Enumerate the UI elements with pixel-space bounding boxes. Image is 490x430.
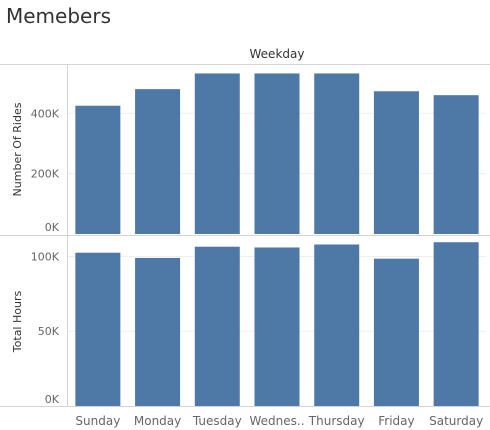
- bar-hours-sunday: [75, 252, 121, 406]
- bar-rides-tuesday: [194, 73, 240, 234]
- bar-hours-friday: [373, 258, 419, 406]
- bar-hours-saturday: [433, 242, 479, 406]
- y-axis-title: Total Hours: [11, 291, 24, 354]
- y-tick-label: 200K: [31, 168, 60, 181]
- x-tick-label: Friday: [378, 414, 414, 428]
- y-tick-label: 0K: [45, 393, 60, 406]
- dashboard-title: Memebers: [6, 4, 111, 28]
- x-tick-label: Tuesday: [192, 414, 242, 428]
- x-tick-label: Wednes..: [249, 414, 304, 428]
- bar-rides-monday: [135, 89, 181, 235]
- bar-hours-wednes: [254, 247, 300, 406]
- column-header: Weekday: [250, 47, 305, 61]
- y-axis-title: Number Of Rides: [11, 102, 24, 196]
- x-tick-label: Saturday: [429, 414, 483, 428]
- bar-rides-friday: [373, 91, 419, 234]
- bar-hours-thursday: [314, 244, 360, 406]
- bar-rides-wednes: [254, 73, 300, 234]
- y-tick-label: 0K: [45, 221, 60, 234]
- y-tick-label: 400K: [31, 107, 60, 120]
- y-tick-label: 50K: [38, 325, 60, 338]
- bar-rides-saturday: [433, 95, 479, 234]
- y-tick-label: 100K: [31, 250, 60, 263]
- bar-hours-tuesday: [194, 246, 240, 406]
- x-tick-label: Thursday: [308, 414, 365, 428]
- bar-hours-monday: [135, 257, 181, 406]
- bar-rides-thursday: [314, 73, 360, 234]
- bar-rides-sunday: [75, 105, 121, 234]
- x-tick-label: Monday: [134, 414, 181, 428]
- x-tick-label: Sunday: [75, 414, 120, 428]
